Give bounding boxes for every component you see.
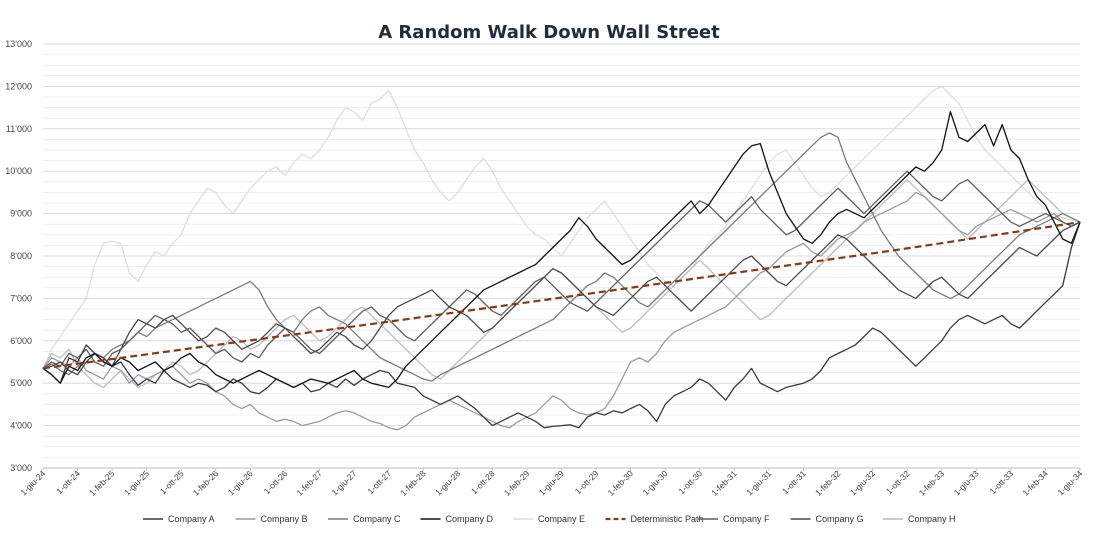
legend-label: Company B — [261, 514, 308, 524]
series-lines — [42, 85, 1081, 431]
series-line-company-g — [42, 221, 1081, 376]
series-line-deterministic-path — [42, 221, 1081, 370]
y-tick-label: 5'000 — [10, 378, 32, 388]
x-tick-label: 1-giu-32 — [848, 468, 877, 497]
x-tick-label: 1-giu-28 — [433, 468, 462, 497]
chart-title: A Random Walk Down Wall Street — [378, 22, 720, 43]
x-tick-label: 1-feb-30 — [606, 468, 636, 498]
x-tick-label: 1-giu-25 — [122, 468, 151, 497]
series-line-company-f — [42, 170, 1081, 369]
legend: Company A Company B Company C Company D Comp… — [143, 514, 956, 524]
x-tick-label: 1-giu-30 — [640, 468, 669, 497]
y-tick-label: 9'000 — [10, 209, 32, 219]
x-tick-label: 1-feb-33 — [917, 468, 947, 498]
legend-label: Company E — [538, 514, 585, 524]
y-tick-label: 13'000 — [5, 39, 32, 49]
y-tick-label: 11'000 — [6, 124, 32, 134]
x-tick-label: 1-ott-33 — [987, 468, 1015, 496]
x-tick-label: 1-feb-31 — [709, 468, 739, 498]
x-tick-label: 1-ott-31 — [780, 468, 808, 496]
legend-label: Company H — [908, 514, 956, 524]
x-tick-label: 1-giu-31 — [744, 468, 773, 497]
y-tick-label: 8'000 — [10, 251, 32, 261]
x-tick-label: 1-feb-28 — [398, 468, 428, 498]
y-axis: 3'000 4'000 5'000 6'000 7'000 8'000 9'000 10'00… — [5, 39, 32, 473]
y-tick-label: 12'000 — [5, 81, 32, 91]
x-tick-label: 1-ott-32 — [884, 468, 912, 496]
x-tick-label: 1-feb-26 — [191, 468, 221, 498]
legend-label: Deterministic Path — [631, 514, 704, 524]
x-tick-label: 1-ott-26 — [262, 468, 290, 496]
x-tick-label: 1-feb-34 — [1020, 468, 1050, 498]
x-tick-label: 1-ott-27 — [365, 468, 393, 496]
x-tick-label: 1-feb-29 — [502, 468, 532, 498]
legend-label: Company F — [723, 514, 770, 524]
series-line-company-d — [42, 111, 1081, 389]
x-tick-label: 1-giu-27 — [329, 468, 358, 497]
series-line-company-e — [42, 85, 1081, 369]
x-tick-label: 1-ott-30 — [676, 468, 704, 496]
x-tick-label: 1-ott-29 — [573, 468, 601, 496]
x-tick-label: 1-ott-28 — [469, 468, 497, 496]
y-tick-label: 3'000 — [10, 463, 32, 473]
y-tick-label: 4'000 — [10, 421, 32, 431]
series-line-company-c — [42, 132, 1081, 382]
legend-label: Company G — [816, 514, 864, 524]
series-line-company-a — [42, 221, 1081, 429]
x-tick-label: 1-feb-27 — [294, 468, 324, 498]
legend-label: Company C — [353, 514, 401, 524]
x-tick-label: 1-giu-33 — [952, 468, 981, 497]
x-tick-label: 1-feb-25 — [87, 468, 117, 498]
x-tick-label: 1-feb-32 — [813, 468, 843, 498]
legend-label: Company A — [168, 514, 215, 524]
x-axis: 1-giu-24 1-ott-24 1-feb-25 1-giu-25 1-ott-25… — [18, 468, 1085, 498]
x-tick-label: 1-ott-25 — [158, 468, 186, 496]
series-line-company-h — [42, 179, 1081, 389]
x-tick-label: 1-giu-34 — [1055, 468, 1084, 497]
x-tick-label: 1-giu-29 — [537, 468, 566, 497]
x-tick-label: 1-giu-26 — [226, 468, 255, 497]
legend-label: Company D — [446, 514, 494, 524]
x-tick-label: 1-ott-24 — [54, 468, 82, 496]
y-tick-label: 10'000 — [5, 166, 32, 176]
y-tick-label: 7'000 — [10, 293, 32, 303]
y-tick-label: 6'000 — [10, 336, 32, 346]
